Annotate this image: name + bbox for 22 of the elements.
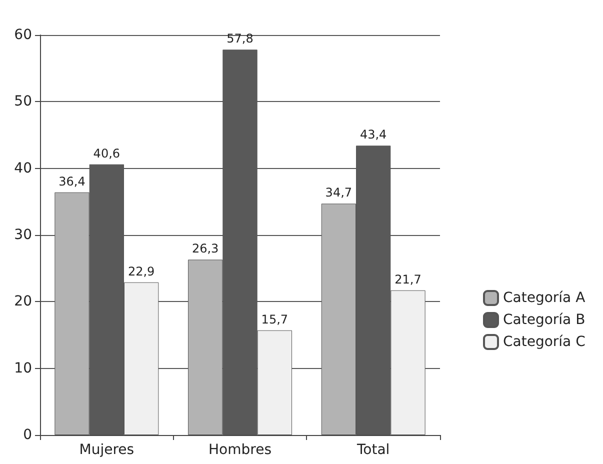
- x-tick-label: Total: [356, 442, 390, 458]
- data-label: 22,9: [128, 264, 155, 278]
- y-tick-label: 20: [14, 294, 32, 310]
- data-label: 40,6: [93, 146, 120, 160]
- y-tick-label: 0: [23, 427, 32, 443]
- data-label: 34,7: [325, 186, 352, 200]
- data-label: 36,4: [58, 174, 86, 188]
- y-tick-label: 10: [14, 360, 32, 376]
- data-label: 15,7: [261, 312, 288, 326]
- legend-label: Categoría A: [503, 290, 586, 306]
- data-label: 43,4: [360, 128, 387, 142]
- y-tick-label: 60: [14, 27, 32, 43]
- data-label: 21,7: [394, 272, 422, 286]
- y-tick-label: 40: [14, 160, 32, 176]
- data-label: 26,3: [192, 242, 219, 256]
- x-tick-label: Mujeres: [79, 442, 134, 458]
- x-tick-label: Hombres: [208, 442, 272, 458]
- y-tick-label: 50: [14, 94, 32, 110]
- legend-label: Categoría C: [503, 334, 586, 350]
- data-label: 57,8: [226, 32, 254, 46]
- legend-label: Categoría B: [503, 312, 586, 328]
- y-tick-label: 30: [14, 227, 32, 243]
